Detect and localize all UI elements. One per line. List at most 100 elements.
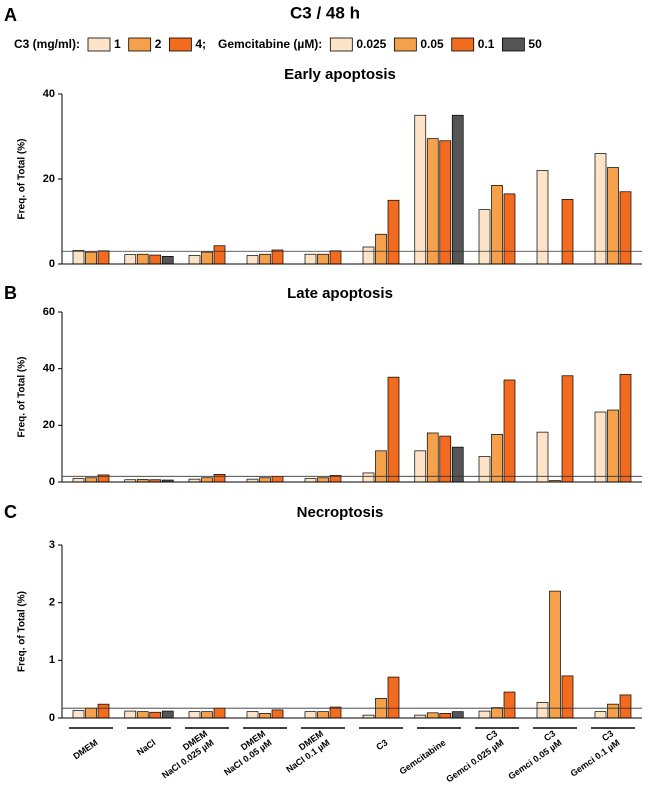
- bar: [136, 253, 149, 265]
- bar: [317, 477, 329, 483]
- bar: [124, 710, 137, 719]
- bar: [561, 675, 574, 719]
- y-axis-label: Freq. of Total (%): [17, 591, 28, 672]
- bar: [607, 409, 619, 483]
- bar: [561, 375, 574, 483]
- legend-label: 0.025: [356, 37, 386, 51]
- legend-title: Gemcitabine (µM):: [218, 37, 322, 51]
- panel-label: A: [4, 5, 17, 25]
- y-tick-label: 0: [49, 712, 55, 724]
- legend-label: 0.1: [478, 37, 495, 51]
- legend-label: 50: [528, 37, 542, 51]
- bar: [478, 710, 491, 719]
- y-tick-label: 60: [43, 306, 55, 318]
- bar: [149, 711, 162, 719]
- legend-swatch: [168, 37, 192, 52]
- bar: [478, 456, 491, 483]
- bar: [594, 411, 607, 483]
- y-tick-label: 40: [43, 88, 55, 100]
- bar: [201, 711, 213, 719]
- bar: [387, 376, 400, 483]
- bar: [213, 707, 226, 719]
- bar: [188, 711, 201, 719]
- legend-swatch: [501, 37, 525, 52]
- bar: [161, 710, 174, 719]
- bar: [329, 250, 342, 265]
- y-tick-label: 1: [49, 654, 55, 666]
- bar: [561, 199, 574, 265]
- bar: [439, 713, 452, 719]
- bar: [426, 712, 439, 719]
- bar: [97, 703, 110, 719]
- bar: [491, 434, 503, 483]
- bar: [271, 249, 284, 265]
- bar: [478, 209, 491, 265]
- bar: [317, 253, 329, 265]
- x-tick-label: Gemcitabine: [398, 737, 448, 776]
- bar: [619, 373, 632, 483]
- bar: [85, 477, 97, 483]
- bar: [271, 475, 284, 483]
- bar: [188, 255, 201, 265]
- y-axis-label: Freq. of Total (%): [17, 139, 28, 220]
- y-axis-label: Freq. of Total (%): [17, 357, 28, 438]
- x-tick-label-group: DMEM: [71, 737, 99, 761]
- bar: [594, 153, 607, 265]
- x-tick-label: DMEM: [71, 737, 99, 761]
- bar: [72, 250, 85, 265]
- legend-swatch: [393, 37, 417, 52]
- bar: [213, 474, 226, 483]
- bar: [246, 255, 259, 265]
- legend-swatch: [87, 37, 111, 52]
- y-tick-label: 3: [49, 539, 55, 551]
- legend-label: 1: [114, 37, 121, 51]
- x-tick-label-group: C3: [374, 737, 389, 752]
- bar: [85, 707, 97, 719]
- bar: [503, 379, 516, 483]
- bar: [451, 446, 464, 483]
- legend-label: 4;: [195, 37, 206, 51]
- y-tick-label: 40: [43, 363, 55, 375]
- bar: [72, 710, 85, 719]
- bar: [304, 253, 317, 265]
- legend-label: 2: [155, 37, 162, 51]
- bar: [201, 477, 213, 483]
- bar: [503, 193, 516, 265]
- bar: [451, 114, 464, 265]
- bar: [329, 706, 342, 719]
- bar: [426, 138, 439, 265]
- x-tick-label: C3: [374, 737, 389, 752]
- bar: [491, 707, 503, 719]
- bar: [426, 432, 439, 483]
- legend-swatch: [451, 37, 475, 52]
- y-tick-label: 20: [43, 419, 55, 431]
- bar: [594, 711, 607, 719]
- bar: [439, 140, 452, 265]
- bar: [201, 251, 213, 265]
- bar: [149, 254, 162, 265]
- x-tick-label-group: NaCl: [135, 737, 158, 757]
- bar: [259, 477, 271, 483]
- bar: [414, 450, 427, 483]
- bar: [619, 694, 632, 719]
- y-tick-label: 0: [49, 476, 55, 488]
- bar: [72, 478, 85, 483]
- bar: [619, 191, 632, 265]
- legend-swatch: [329, 37, 353, 52]
- legend-swatch: [128, 37, 152, 52]
- bar: [259, 713, 271, 719]
- chart-title: Early apoptosis: [284, 66, 396, 83]
- figure-title: C3 / 48 h: [290, 3, 360, 22]
- y-tick-label: 0: [49, 258, 55, 270]
- bar: [451, 711, 464, 719]
- y-tick-label: 2: [49, 597, 55, 609]
- bar: [317, 711, 329, 719]
- bar: [414, 114, 427, 265]
- bar: [536, 702, 549, 719]
